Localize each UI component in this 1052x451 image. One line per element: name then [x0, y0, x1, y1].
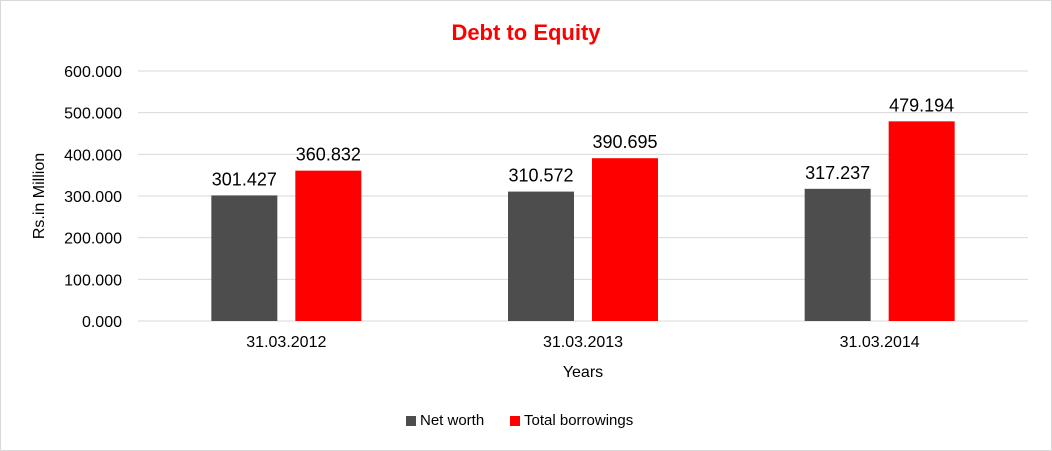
data-label: 317.237 [805, 163, 870, 183]
legend: Net worth Total borrowings [406, 412, 633, 429]
data-label: 390.695 [592, 132, 657, 152]
legend-swatch-net-worth [406, 416, 416, 426]
y-tick-label: 400.000 [64, 147, 122, 164]
legend-label-total-borrowings: Total borrowings [524, 412, 633, 429]
y-tick-label: 200.000 [64, 231, 122, 248]
bar-net-worth [508, 191, 574, 321]
y-tick-label: 500.000 [64, 106, 122, 123]
bars [211, 121, 955, 321]
bar-net-worth [211, 195, 278, 321]
x-axis-categories: 31.03.2012 31.03.2013 31.03.2014 [246, 334, 920, 351]
legend-label-net-worth: Net worth [420, 412, 484, 429]
x-tick-label: 31.03.2014 [840, 334, 920, 351]
x-axis-label: Years [563, 364, 603, 381]
y-tick-label: 100.000 [64, 272, 122, 289]
x-tick-label: 31.03.2013 [543, 334, 623, 351]
data-labels: 301.427 360.832 310.572 390.695 317.237 479.1… [212, 95, 954, 189]
y-axis-label: Rs.in Million [31, 153, 48, 239]
bar-total-borrowings [592, 158, 658, 321]
y-tick-label: 300.000 [64, 189, 122, 206]
y-axis-ticks: 0.000 100.000 200.000 300.000 400.000 500.000… [64, 64, 122, 331]
data-label: 360.832 [296, 145, 361, 165]
data-label: 310.572 [508, 166, 573, 186]
legend-swatch-total-borrowings [510, 416, 520, 426]
data-label: 479.194 [889, 95, 954, 115]
bar-total-borrowings [295, 170, 362, 321]
data-label: 301.427 [212, 169, 277, 189]
gridlines [138, 70, 1028, 322]
bar-total-borrowings [888, 121, 955, 321]
chart-title: Debt to Equity [451, 20, 601, 45]
y-tick-label: 0.000 [82, 314, 122, 331]
x-tick-label: 31.03.2012 [246, 334, 326, 351]
bar-net-worth [804, 188, 871, 321]
y-tick-label: 600.000 [64, 64, 122, 81]
